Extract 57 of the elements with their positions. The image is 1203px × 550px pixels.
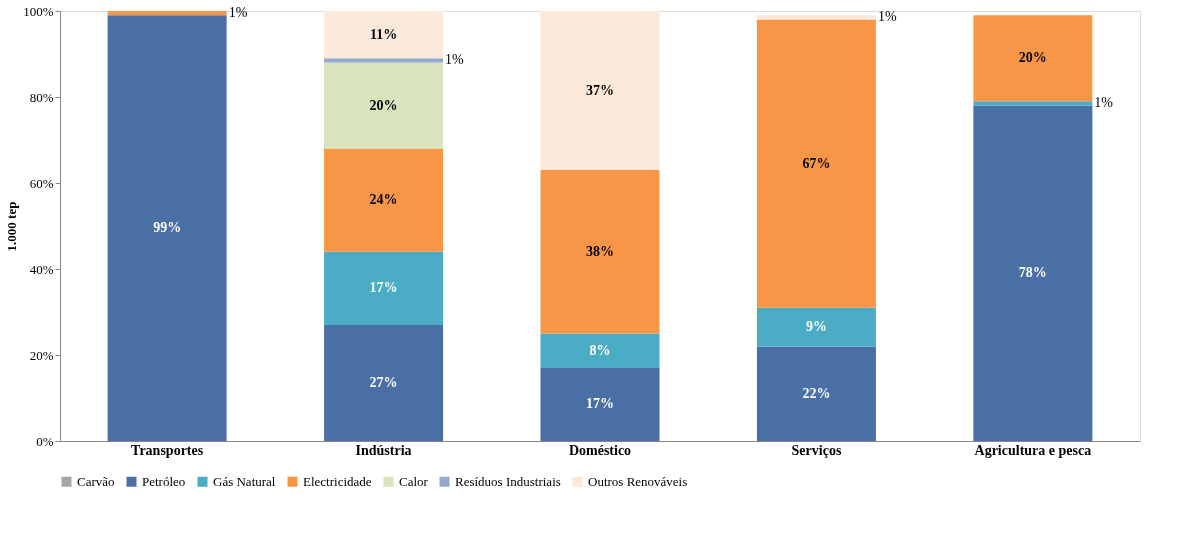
x-tick-label: Indústria <box>355 442 412 458</box>
data-label: 20% <box>1018 50 1047 66</box>
data-label: 8% <box>589 342 611 358</box>
bar <box>973 15 1093 102</box>
data-label: 78% <box>1018 265 1047 281</box>
bar <box>756 346 876 441</box>
y-tick-label: 60% <box>29 175 54 191</box>
legend-label: Carvão <box>77 473 115 489</box>
data-label: 67% <box>802 155 831 171</box>
y-tick-label: 40% <box>29 261 54 277</box>
bar <box>973 105 1093 441</box>
data-label: 1% <box>1094 95 1114 111</box>
bar <box>324 62 444 149</box>
bar <box>324 324 444 441</box>
y-tick-label: 20% <box>29 347 54 363</box>
bar <box>756 19 876 308</box>
legend-label: Resíduos Industriais <box>455 473 561 489</box>
data-label: 22% <box>802 385 831 401</box>
x-tick-label: Agricultura e pesca <box>974 442 1092 458</box>
data-label: 11% <box>369 26 398 42</box>
data-label: 17% <box>586 396 614 412</box>
y-tick-label: 80% <box>29 89 54 105</box>
bar <box>540 333 660 368</box>
data-label: 27% <box>369 374 398 390</box>
y-tick-label: 100% <box>23 3 54 19</box>
bar <box>324 11 444 59</box>
data-label: 24% <box>369 192 398 208</box>
data-label: 1% <box>877 9 897 25</box>
legend-label: Calor <box>399 473 429 489</box>
data-label: 1% <box>445 52 465 68</box>
bar <box>540 11 660 171</box>
bar <box>540 170 660 334</box>
bar <box>324 251 444 325</box>
x-tick-label: Doméstico <box>568 442 632 458</box>
y-tick-label: 0% <box>36 433 54 449</box>
x-tick-label: Transportes <box>131 442 204 458</box>
bar <box>324 58 444 63</box>
bar <box>540 367 660 441</box>
legend-label: Electricidade <box>303 473 372 489</box>
bar <box>107 15 227 441</box>
legend-label: Gás Natural <box>213 473 276 489</box>
data-label: 9% <box>805 319 827 335</box>
bar <box>324 148 444 252</box>
data-label: 38% <box>586 243 614 259</box>
legend-label: Petróleo <box>142 473 186 489</box>
y-axis-title: 1.000 tep <box>4 201 20 252</box>
legend-label: Outros Renováveis <box>588 473 688 489</box>
data-label: 17% <box>369 280 398 296</box>
bar <box>756 15 876 20</box>
data-label: 37% <box>586 82 614 98</box>
data-label: 99% <box>153 220 182 236</box>
x-tick-label: Serviços <box>791 442 842 458</box>
data-label: 20% <box>369 97 398 113</box>
bar <box>107 11 227 16</box>
data-label: 1% <box>228 5 248 21</box>
bar <box>756 307 876 347</box>
bar <box>973 101 1093 106</box>
